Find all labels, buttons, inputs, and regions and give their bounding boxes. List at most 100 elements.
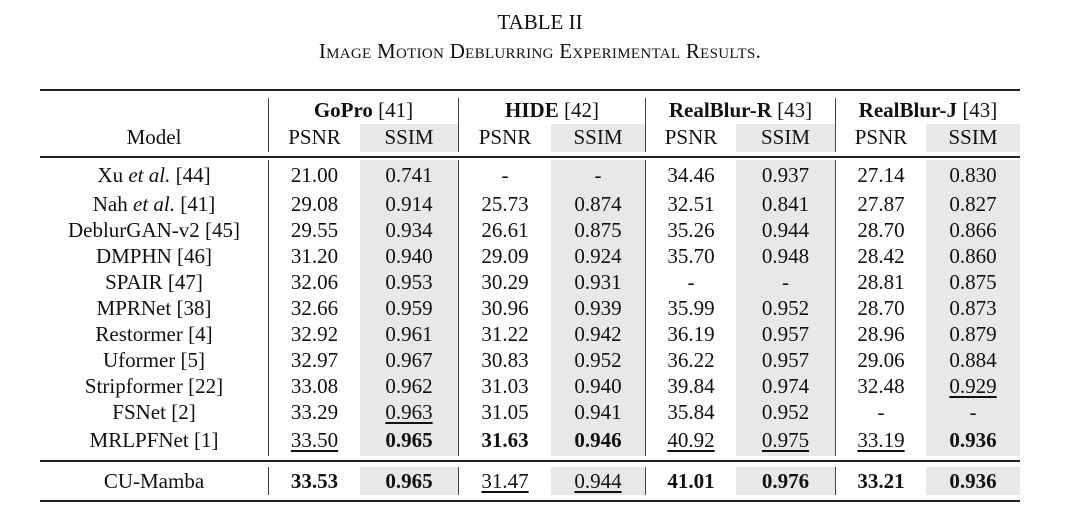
psnr-cell: 34.46 [645,160,736,191]
model-ref: [44] [175,163,211,187]
psnr-cell: 25.73 [458,191,551,217]
model-name: DMPHN [46] [40,243,268,269]
cell-value: 0.957 [761,322,810,346]
model-ref: [38] [176,296,212,320]
ssim-cell: 0.965 [360,425,458,456]
psnr-cell: 33.53 [268,467,360,495]
cell-value: 35.26 [667,218,715,242]
ssim-cell: 0.874 [551,191,645,217]
psnr-cell: 36.22 [645,347,736,373]
cell-value: 0.961 [385,322,433,346]
psnr-cell: 28.81 [835,269,926,295]
cell-value: - [501,163,509,187]
model-name: Xu et al. [44] [40,160,268,191]
psnr-cell: 35.99 [645,295,736,321]
ssim-cell: 0.974 [736,373,835,399]
cell-value: 0.937 [761,163,810,187]
model-label: Uformer [102,348,176,372]
cell-value: 31.63 [481,428,529,452]
ssim-cell: 0.827 [926,191,1020,217]
cell-value: 28.70 [857,218,905,242]
ssim-cell: 0.967 [360,347,458,373]
ssim-cell: - [926,399,1020,425]
cell-value: 40.92 [667,428,715,452]
cell-value: 31.20 [290,244,339,268]
ssim-cell: 0.944 [551,467,645,495]
psnr-cell: 33.08 [268,373,360,399]
cell-value: 0.741 [385,163,433,187]
psnr-cell: 29.09 [458,243,551,269]
cell-value: 0.879 [949,322,997,346]
cell-value: 0.860 [949,244,997,268]
model-label: DeblurGAN-v2 [67,218,200,242]
cell-value: 0.875 [949,270,997,294]
cell-value: 31.22 [481,322,529,346]
cell-value: 39.84 [667,374,715,398]
ssim-cell: 0.936 [926,425,1020,456]
cell-value: 25.73 [481,192,529,216]
cell-value: - [782,270,789,294]
cell-value: 0.934 [385,218,433,242]
psnr-cell: 29.55 [268,217,360,243]
ssim-cell: 0.924 [551,243,645,269]
cell-value: 29.55 [290,218,339,242]
metric-header: SSIM [551,124,645,152]
separator-rule [40,460,1020,462]
psnr-cell: 33.29 [268,399,360,425]
ssim-cell: 0.936 [926,467,1020,495]
psnr-cell: - [645,269,736,295]
cell-value: - [877,400,885,424]
cell-value: 0.866 [949,218,997,242]
model-ref: [1] [193,428,219,452]
cell-value: 31.05 [481,400,529,424]
ssim-cell: 0.937 [736,160,835,191]
dataset-header-gopro: GoPro [41] [268,98,458,124]
ssim-cell: 0.965 [360,467,458,495]
psnr-cell: 36.19 [645,321,736,347]
dataset-header-realblur-r: RealBlur-R [43] [645,98,835,124]
psnr-cell: 32.66 [268,295,360,321]
ssim-cell: 0.884 [926,347,1020,373]
cell-value: 0.874 [574,192,622,216]
cell-value: 0.931 [574,270,622,294]
cell-value: 0.942 [574,322,622,346]
model-header: Model [126,125,182,149]
ssim-cell: 0.946 [551,425,645,456]
psnr-cell: 32.97 [268,347,360,373]
model-label: MPRNet [96,296,172,320]
cell-value: 0.952 [761,296,810,320]
cell-value: 41.01 [667,469,715,493]
cell-value: 0.941 [574,400,622,424]
ssim-cell: 0.841 [736,191,835,217]
ssim-cell: 0.975 [736,425,835,456]
ssim-cell: 0.961 [360,321,458,347]
cell-value: 0.939 [574,296,622,320]
cell-value: 0.952 [574,348,622,372]
cell-value: 35.84 [667,400,715,424]
ssim-cell: 0.940 [360,243,458,269]
cell-value: 33.21 [857,469,905,493]
cell-value: 27.87 [857,192,905,216]
ssim-cell: 0.940 [551,373,645,399]
psnr-cell: 31.47 [458,467,551,495]
table-row: MPRNet [38] 32.66 0.959 30.96 0.939 35.99 0.95… [40,295,1020,321]
cell-value: 31.47 [481,469,529,493]
model-name: Stripformer [22] [40,373,268,399]
cell-value: 33.50 [290,428,339,452]
ssim-cell: - [736,269,835,295]
table-row: SPAIR [47] 32.06 0.953 30.29 0.931 - - 28.81 0.8… [40,269,1020,295]
metric-header: PSNR [835,124,926,152]
cell-value: 36.22 [667,348,715,372]
ssim-cell: 0.860 [926,243,1020,269]
ssim-cell: 0.873 [926,295,1020,321]
model-ref: [41] [180,192,216,216]
cell-value: - [594,163,602,187]
header-rule [40,156,1020,158]
psnr-cell: 32.92 [268,321,360,347]
model-ref: [2] [171,400,196,424]
cell-value: 28.96 [857,322,905,346]
ssim-cell: 0.875 [551,217,645,243]
cell-value: - [687,270,695,294]
model-label: Nah [92,192,128,216]
ssim-cell: 0.741 [360,160,458,191]
